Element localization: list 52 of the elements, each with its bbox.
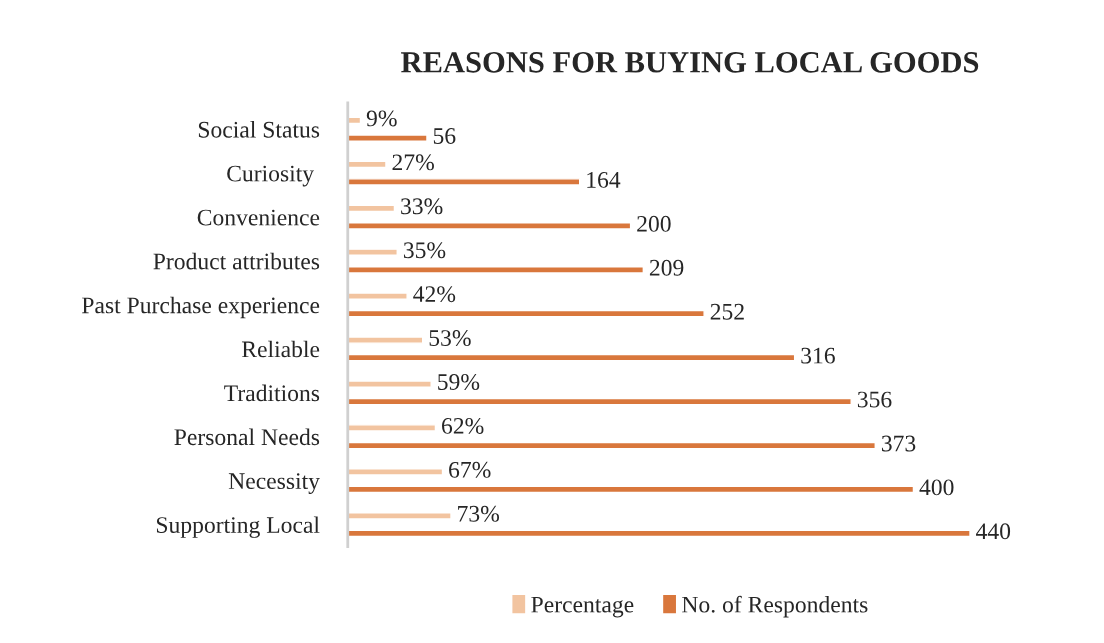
data-label: 356: [857, 391, 892, 408]
data-label: 27%: [392, 154, 434, 171]
data-label: 400: [919, 479, 954, 496]
y-tick-label: Product attributes: [153, 252, 320, 270]
data-label: 252: [710, 303, 744, 320]
bar: [347, 266, 645, 274]
bar: [347, 178, 581, 186]
bar: [347, 204, 396, 213]
legend-label: Percentage: [531, 596, 634, 618]
bar: [347, 441, 876, 450]
data-label: 33%: [401, 198, 443, 215]
bar: [347, 134, 428, 142]
y-tick-label: Supporting Local: [156, 516, 320, 538]
y-tick-label: Curiosity: [227, 165, 314, 187]
y-tick-label: Convenience: [197, 209, 320, 226]
bar: [347, 468, 444, 476]
data-label: 56: [433, 128, 456, 144]
bar: [347, 160, 387, 169]
data-label: 316: [801, 347, 835, 364]
bar: [347, 424, 437, 432]
data-label: 35%: [403, 242, 446, 259]
bar: [347, 336, 424, 344]
bar: [347, 222, 632, 230]
y-tick-label: Traditions: [224, 384, 320, 402]
data-label: 373: [881, 435, 916, 452]
bar: [347, 292, 408, 300]
bar: [347, 529, 971, 538]
data-label: 53%: [429, 330, 471, 347]
y-tick-label: Reliable: [241, 340, 320, 358]
data-label: 62%: [442, 417, 484, 434]
bar: [347, 353, 796, 362]
data-label: 209: [649, 259, 684, 276]
data-label: 59%: [438, 373, 480, 391]
data-label: 73%: [458, 505, 500, 522]
bar: [347, 397, 852, 406]
y-tick-label: Past Purchase experience: [82, 296, 320, 319]
y-tick-label: Social Status: [198, 121, 320, 138]
data-label: 164: [587, 171, 621, 188]
y-tick-label: Necessity: [228, 473, 320, 494]
bar: [347, 485, 915, 494]
bar: [347, 309, 705, 318]
data-label: 200: [637, 215, 671, 232]
data-label: 42%: [413, 286, 456, 303]
data-label: 9%: [366, 110, 397, 127]
bar: [347, 512, 452, 520]
bar: [347, 380, 432, 388]
chart-title: REASONS FOR BUYING LOCAL GOODS: [401, 52, 979, 73]
data-label: 67%: [449, 461, 491, 478]
bar: [347, 248, 398, 257]
data-label: 440: [976, 523, 1011, 540]
legend-label: No. of Respondents: [682, 595, 868, 618]
y-tick-label: Personal Needs: [174, 428, 320, 446]
